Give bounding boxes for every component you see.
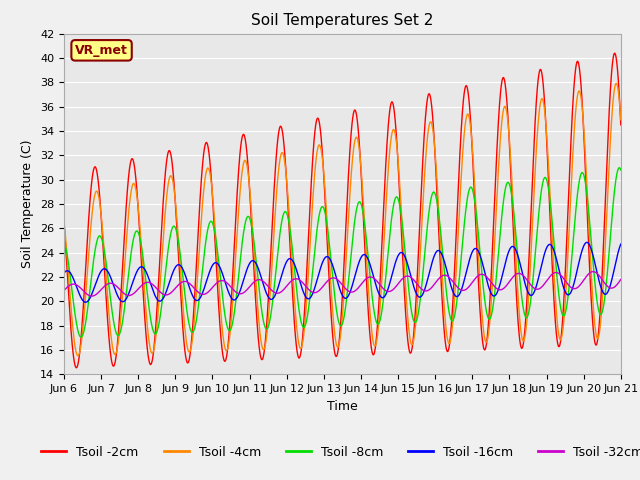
Legend: Tsoil -2cm, Tsoil -4cm, Tsoil -8cm, Tsoil -16cm, Tsoil -32cm: Tsoil -2cm, Tsoil -4cm, Tsoil -8cm, Tsoi… — [36, 441, 640, 464]
Y-axis label: Soil Temperature (C): Soil Temperature (C) — [22, 140, 35, 268]
X-axis label: Time: Time — [327, 400, 358, 413]
Title: Soil Temperatures Set 2: Soil Temperatures Set 2 — [252, 13, 433, 28]
Text: VR_met: VR_met — [75, 44, 128, 57]
